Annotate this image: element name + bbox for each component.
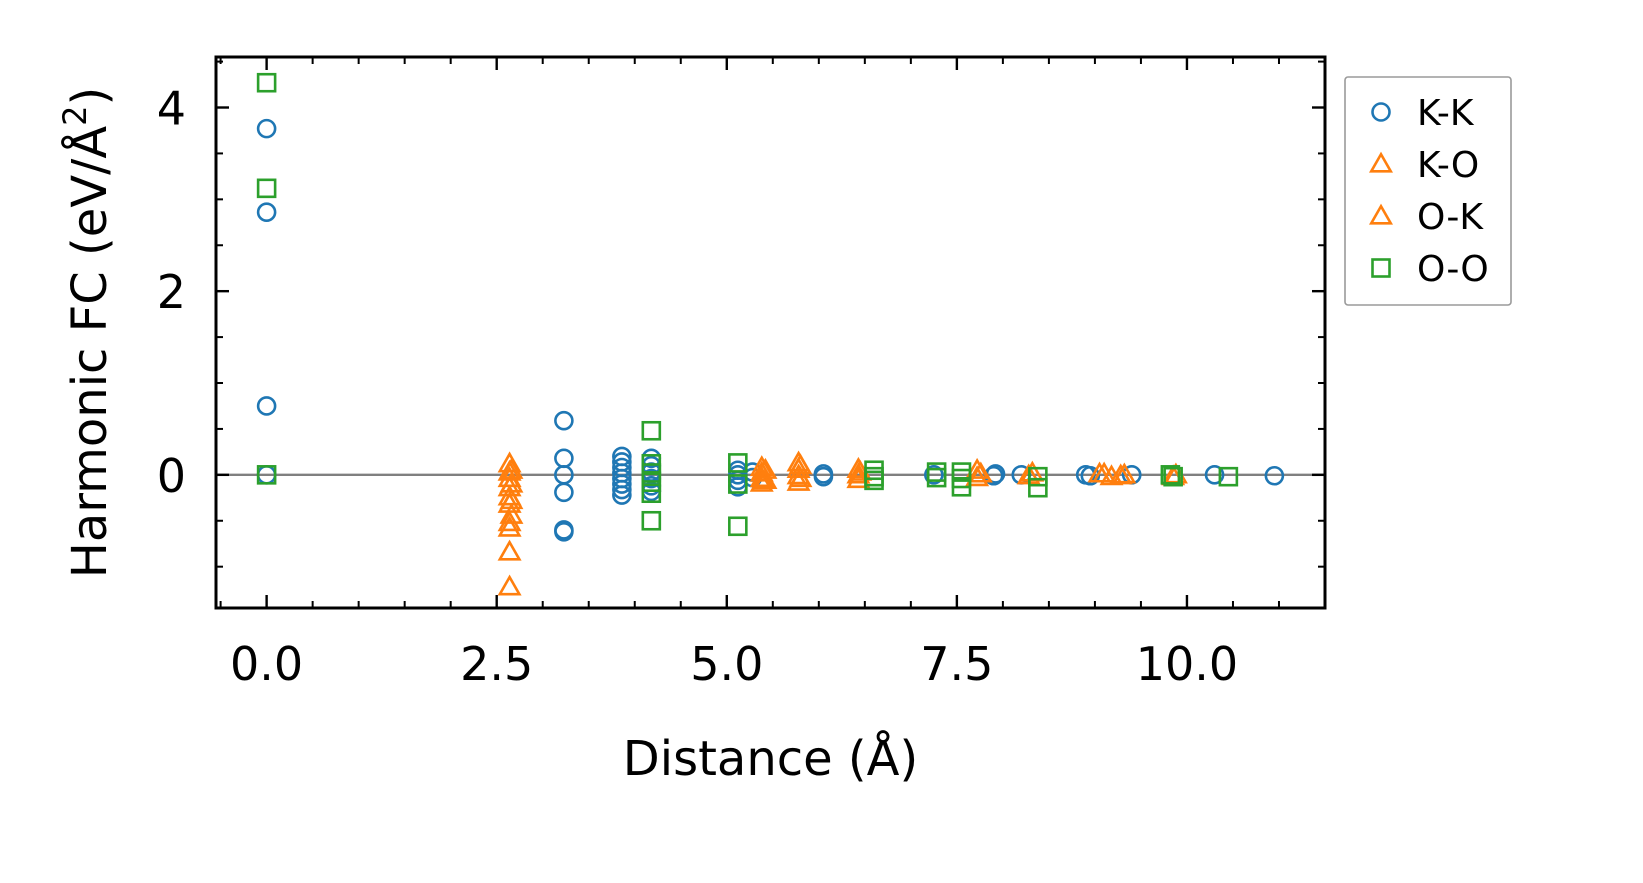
data-point-o-k bbox=[1092, 461, 1117, 483]
axis-ticks bbox=[216, 57, 1326, 608]
data-point-k-k bbox=[612, 485, 632, 505]
x-axis-title: Distance (Å) bbox=[623, 730, 918, 787]
y-axis-title-superscript: 2 bbox=[56, 105, 94, 125]
data-point-o-o bbox=[641, 420, 662, 441]
data-point-k-k bbox=[1204, 465, 1225, 485]
data-point-k-o bbox=[497, 515, 522, 537]
data-point-k-o bbox=[497, 574, 522, 596]
y-axis-title-close: ) bbox=[62, 87, 118, 106]
data-point-o-o bbox=[641, 510, 662, 531]
data-point-o-o bbox=[1163, 466, 1183, 487]
legend-label-o-o: O-O bbox=[1417, 249, 1489, 290]
data-point-k-k bbox=[924, 465, 944, 485]
data-point-o-o bbox=[951, 476, 972, 497]
data-point-k-o bbox=[965, 457, 990, 479]
data-point-k-k bbox=[612, 479, 632, 500]
plot-frame bbox=[214, 55, 1327, 610]
data-point-o-o bbox=[256, 465, 277, 485]
data-point-k-k bbox=[612, 474, 632, 494]
legend-item-o-k: O-K bbox=[1368, 197, 1484, 238]
legend-item-k-k: K-K bbox=[1371, 93, 1475, 134]
x-tick-label: 5.0 bbox=[690, 637, 763, 691]
y-tick-label: 2 bbox=[157, 265, 186, 319]
legend-marker-k-o bbox=[1368, 151, 1394, 173]
data-point-k-o bbox=[497, 539, 522, 561]
data-point-o-o bbox=[641, 472, 662, 492]
y-axis-title: Harmonic FC (eV/Å2) bbox=[56, 87, 118, 579]
data-point-o-o bbox=[728, 474, 748, 494]
legend-marker-k-k bbox=[1371, 102, 1391, 122]
data-point-k-k bbox=[256, 202, 277, 222]
data-point-o-o bbox=[1028, 466, 1048, 487]
data-point-k-o bbox=[965, 465, 990, 487]
data-point-k-k bbox=[813, 466, 834, 487]
y-tick-label: 0 bbox=[157, 449, 186, 503]
data-point-o-k bbox=[788, 466, 813, 488]
data-point-k-o bbox=[749, 470, 774, 492]
data-point-o-o bbox=[1218, 466, 1239, 487]
data-point-o-o bbox=[1028, 477, 1048, 498]
legend-item-k-o: K-O bbox=[1368, 145, 1479, 186]
data-point-o-o bbox=[926, 467, 947, 488]
data-point-k-k bbox=[1264, 465, 1285, 486]
data-point-o-o bbox=[1160, 465, 1181, 485]
data-point-o-o bbox=[256, 178, 277, 199]
legend-label-o-k: O-K bbox=[1417, 197, 1484, 238]
data-point-o-k bbox=[499, 502, 524, 524]
data-point-o-o bbox=[641, 483, 662, 504]
legend-frame bbox=[1344, 76, 1512, 306]
legend-label-k-k: K-K bbox=[1417, 93, 1475, 134]
axis-tick-labels: 0.0 2.5 5.0 7.5 10.0 0 2 4 bbox=[157, 82, 1238, 691]
data-point-o-k bbox=[753, 467, 778, 489]
data-point-o-k bbox=[788, 453, 813, 475]
legend-marker-o-o bbox=[1371, 258, 1391, 278]
data-point-o-o bbox=[864, 470, 884, 491]
x-tick-label: 0.0 bbox=[230, 637, 303, 691]
data-point-o-o bbox=[728, 516, 748, 537]
data-point-o-k bbox=[753, 457, 778, 479]
data-point-k-k bbox=[554, 521, 574, 542]
data-point-o-o bbox=[728, 453, 748, 473]
plot-area: 0.0 2.5 5.0 7.5 10.0 0 2 4 bbox=[157, 55, 1327, 691]
y-axis-title-main: Harmonic FC (eV/Å bbox=[61, 126, 118, 579]
data-markers bbox=[256, 72, 1285, 596]
data-point-o-k bbox=[499, 457, 524, 479]
y-tick-label: 4 bbox=[157, 82, 186, 136]
x-tick-label: 2.5 bbox=[460, 637, 533, 691]
data-point-k-k bbox=[256, 396, 277, 416]
data-point-k-k bbox=[554, 410, 574, 431]
legend: K-K K-O O-K O-O bbox=[1344, 76, 1512, 306]
legend-label-k-o: K-O bbox=[1417, 145, 1479, 186]
x-tick-label: 10.0 bbox=[1136, 637, 1238, 691]
data-point-o-o bbox=[256, 72, 277, 93]
legend-marker-o-k bbox=[1368, 203, 1394, 225]
x-tick-label: 7.5 bbox=[920, 637, 993, 691]
data-point-k-k bbox=[554, 482, 574, 503]
series-o-o bbox=[256, 72, 1239, 537]
data-point-k-k bbox=[256, 118, 277, 139]
data-point-o-k bbox=[968, 461, 993, 483]
legend-item-o-o: O-O bbox=[1371, 249, 1489, 290]
data-point-o-k bbox=[1108, 463, 1133, 485]
